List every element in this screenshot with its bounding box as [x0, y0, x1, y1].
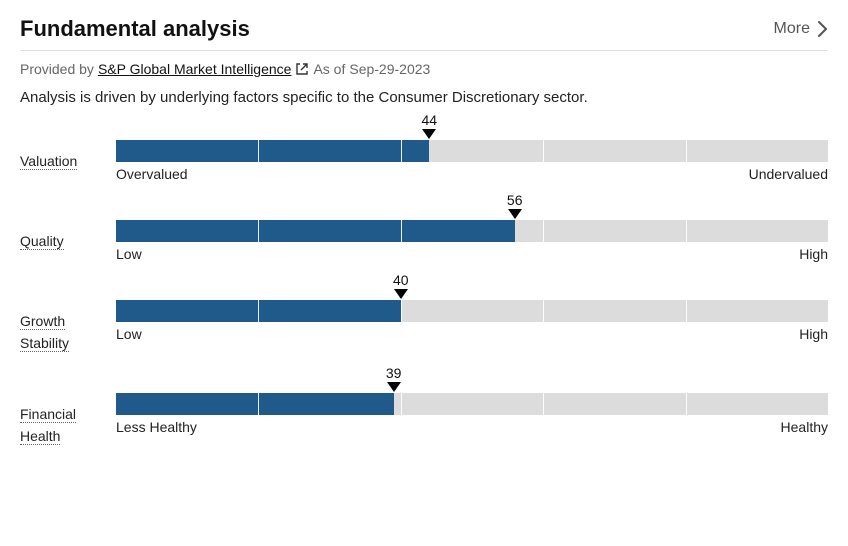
segment-divider — [543, 300, 544, 322]
bar-fill — [116, 140, 429, 162]
segment-divider — [258, 300, 259, 322]
provider-name: S&P Global Market Intelligence — [98, 61, 292, 77]
metric-label: Quality — [20, 210, 116, 252]
chevron-right-icon — [818, 21, 828, 37]
marker-icon — [422, 129, 436, 139]
metric-label-text[interactable]: Growth — [20, 313, 65, 330]
low-label: Low — [116, 246, 142, 262]
bar-fill — [116, 220, 515, 242]
as-of-date: Sep-29-2023 — [349, 61, 430, 77]
marker-icon — [508, 209, 522, 219]
metric-label: Financial Health — [20, 383, 116, 448]
segment-divider — [686, 300, 687, 322]
segment-divider — [258, 220, 259, 242]
high-label: High — [799, 326, 828, 342]
provider-row: Provided by S&P Global Market Intelligen… — [20, 61, 828, 77]
high-label: Healthy — [781, 419, 828, 435]
bar-track — [116, 300, 828, 322]
metric-label-text[interactable]: Stability — [20, 335, 69, 352]
metric-value: 44 — [421, 112, 437, 128]
bar-track — [116, 140, 828, 162]
bar-track — [116, 393, 828, 415]
more-link[interactable]: More — [774, 20, 828, 38]
metric-row: GrowthStability40LowHigh — [20, 290, 828, 355]
segment-divider — [686, 393, 687, 415]
metric-bar: 40LowHigh — [116, 290, 828, 342]
bar-fill — [116, 393, 394, 415]
marker-icon — [394, 289, 408, 299]
header: Fundamental analysis More — [20, 16, 828, 51]
metric-row: FinancialHealth39Less HealthyHealthy — [20, 383, 828, 448]
segment-divider — [258, 393, 259, 415]
metric-value: 39 — [386, 365, 402, 381]
metric-label: Growth Stability — [20, 290, 116, 355]
segment-divider — [401, 140, 402, 162]
metric-label-text[interactable]: Health — [20, 428, 60, 445]
metric-bar: 56LowHigh — [116, 210, 828, 262]
end-labels: Less Healthy Healthy — [116, 419, 828, 435]
bar-track — [116, 220, 828, 242]
segment-divider — [543, 140, 544, 162]
page-title: Fundamental analysis — [20, 16, 250, 42]
low-label: Less Healthy — [116, 419, 197, 435]
segment-divider — [401, 220, 402, 242]
description: Analysis is driven by underlying factors… — [20, 89, 828, 106]
metric-label-text[interactable]: Financial — [20, 406, 76, 423]
low-label: Overvalued — [116, 166, 188, 182]
metric-bar: 44OvervaluedUndervalued — [116, 130, 828, 182]
provider-link[interactable]: S&P Global Market Intelligence — [98, 61, 310, 77]
metric-value: 56 — [507, 192, 523, 208]
end-labels: Overvalued Undervalued — [116, 166, 828, 182]
segment-divider — [686, 140, 687, 162]
more-label: More — [774, 20, 810, 38]
as-of-prefix: As of — [313, 61, 345, 77]
metrics-list: Valuation44OvervaluedUndervaluedQuality5… — [20, 130, 828, 448]
high-label: Undervalued — [749, 166, 828, 182]
segment-divider — [401, 300, 402, 322]
external-link-icon — [295, 62, 309, 76]
marker-icon — [387, 382, 401, 392]
metric-bar: 39Less HealthyHealthy — [116, 383, 828, 435]
metric-label-text[interactable]: Quality — [20, 233, 64, 250]
metric-row: Quality56LowHigh — [20, 210, 828, 262]
segment-divider — [258, 140, 259, 162]
segment-divider — [686, 220, 687, 242]
metric-row: Valuation44OvervaluedUndervalued — [20, 130, 828, 182]
end-labels: Low High — [116, 326, 828, 342]
metric-label: Valuation — [20, 130, 116, 172]
metric-label-text[interactable]: Valuation — [20, 153, 77, 170]
segment-divider — [543, 393, 544, 415]
segment-divider — [543, 220, 544, 242]
segment-divider — [401, 393, 402, 415]
provider-prefix: Provided by — [20, 61, 94, 77]
high-label: High — [799, 246, 828, 262]
low-label: Low — [116, 326, 142, 342]
end-labels: Low High — [116, 246, 828, 262]
metric-value: 40 — [393, 272, 409, 288]
